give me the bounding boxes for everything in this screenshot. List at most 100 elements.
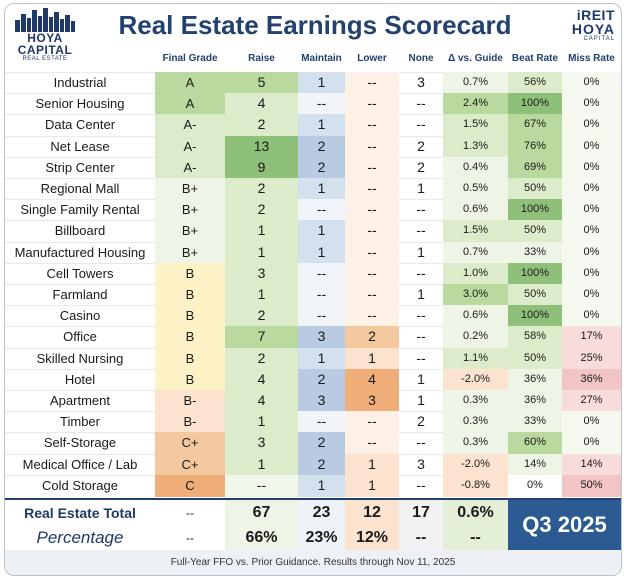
table-cell-miss: 0% xyxy=(562,263,621,285)
table-cell-lower: -- xyxy=(345,263,399,285)
table-cell-raise: 2 xyxy=(225,178,298,200)
totals-row-raise: 67 xyxy=(225,500,298,526)
table-cell-grade: B+ xyxy=(155,242,225,264)
table-cell-delta: -2.0% xyxy=(443,369,508,391)
table-cell-delta: 1.0% xyxy=(443,263,508,285)
table-cell-none: 1 xyxy=(417,244,425,260)
table-cell-beat: 56% xyxy=(508,72,562,94)
percentage-row-delta: -- xyxy=(443,525,508,551)
table-cell-raise: 1 xyxy=(225,284,298,306)
totals-row-maintain: 23 xyxy=(298,500,345,526)
sector-name: Self-Storage xyxy=(43,435,117,450)
table-cell-lower: 3 xyxy=(345,390,399,412)
table-cell-raise: 2 xyxy=(225,305,298,327)
sector-name: Timber xyxy=(60,414,100,429)
table-cell-grade: B- xyxy=(155,390,225,412)
table-cell-maintain: 1 xyxy=(298,348,345,370)
table-cell-miss: 27% xyxy=(562,390,621,412)
table-cell-grade: A- xyxy=(155,157,225,179)
table-cell-delta: 3.0% xyxy=(443,284,508,306)
sector-name: Farmland xyxy=(52,287,108,302)
logo-right-line2: HOYA xyxy=(571,21,615,37)
table-cell-lower: -- xyxy=(345,242,399,264)
table-cell-grade: B+ xyxy=(155,220,225,242)
sector-name: Data Center xyxy=(44,117,116,132)
totals-row-grade: -- xyxy=(186,506,194,520)
table-cell-grade: A- xyxy=(155,136,225,158)
table-cell-delta: 0.7% xyxy=(443,72,508,94)
table-cell-lower: 2 xyxy=(345,326,399,348)
table-cell-lower: -- xyxy=(345,93,399,115)
table-cell-delta: 0.2% xyxy=(443,326,508,348)
table-cell-raise: 4 xyxy=(225,369,298,391)
table-cell-grade: B xyxy=(155,305,225,327)
percentage-row-label: Percentage xyxy=(36,528,124,547)
table-cell-beat: 36% xyxy=(508,390,562,412)
table-cell-maintain: 2 xyxy=(298,454,345,476)
table-cell-maintain: -- xyxy=(298,411,345,433)
table-cell-miss: 36% xyxy=(562,369,621,391)
table-cell-lower: -- xyxy=(345,305,399,327)
table-cell-maintain: 1 xyxy=(298,475,345,497)
table-cell-grade: B xyxy=(155,326,225,348)
percentage-row-maintain: 23% xyxy=(298,525,345,551)
table-cell-beat: 50% xyxy=(508,348,562,370)
table-cell-grade: B+ xyxy=(155,178,225,200)
table-cell-miss: 0% xyxy=(562,114,621,136)
table-cell-grade: B xyxy=(155,348,225,370)
table-cell-lower: -- xyxy=(345,157,399,179)
column-header: Final Grade xyxy=(162,53,218,64)
table-cell-none: -- xyxy=(416,201,426,217)
table-cell-miss: 0% xyxy=(562,199,621,221)
table-cell-lower: 1 xyxy=(345,454,399,476)
column-header: None xyxy=(408,53,434,64)
table-cell-miss: 0% xyxy=(562,93,621,115)
hoya-capital-logo: HOYA CAPITAL REAL ESTATE xyxy=(11,8,79,62)
table-cell-none: -- xyxy=(416,477,426,493)
sector-name: Regional Mall xyxy=(40,181,120,196)
table-cell-delta: 0.3% xyxy=(443,411,508,433)
sector-name: Manufactured Housing xyxy=(14,245,146,260)
sector-name: Office xyxy=(63,329,97,344)
sector-name: Single Family Rental xyxy=(20,202,140,217)
table-cell-lower: -- xyxy=(345,411,399,433)
sector-name: Billboard xyxy=(54,223,106,238)
table-cell-maintain: -- xyxy=(298,263,345,285)
sector-name: Net Lease xyxy=(50,139,110,154)
table-cell-delta: -0.8% xyxy=(443,475,508,497)
table-cell-beat: 33% xyxy=(508,411,562,433)
percentage-row-lower: 12% xyxy=(345,525,399,551)
table-cell-none: 2 xyxy=(417,138,425,154)
table-cell-maintain: -- xyxy=(298,284,345,306)
sector-name: Senior Housing xyxy=(35,96,125,111)
sector-name: Cold Storage xyxy=(42,478,118,493)
table-cell-miss: 0% xyxy=(562,136,621,158)
table-cell-delta: 0.6% xyxy=(443,305,508,327)
table-cell-beat: 58% xyxy=(508,326,562,348)
table-cell-miss: 0% xyxy=(562,411,621,433)
table-cell-beat: 50% xyxy=(508,178,562,200)
table-cell-miss: 0% xyxy=(562,284,621,306)
table-cell-lower: 4 xyxy=(345,369,399,391)
table-cell-none: -- xyxy=(416,328,426,344)
table-cell-maintain: 2 xyxy=(298,157,345,179)
table-cell-grade: A xyxy=(155,72,225,94)
table-cell-none: 1 xyxy=(417,371,425,387)
table-cell-raise: 1 xyxy=(225,220,298,242)
table-cell-grade: C+ xyxy=(155,432,225,454)
table-cell-delta: 0.3% xyxy=(443,390,508,412)
logo-right-line1: iREIT xyxy=(576,7,615,23)
table-cell-none: -- xyxy=(416,434,426,450)
table-cell-maintain: 2 xyxy=(298,136,345,158)
percentage-row-none: -- xyxy=(399,525,443,551)
table-cell-none: -- xyxy=(416,95,426,111)
table-cell-beat: 69% xyxy=(508,157,562,179)
table-cell-raise: 2 xyxy=(225,114,298,136)
sector-name: Hotel xyxy=(64,372,96,387)
table-cell-maintain: 2 xyxy=(298,432,345,454)
column-header: Miss Rate xyxy=(568,53,615,64)
table-cell-lower: -- xyxy=(345,284,399,306)
table-cell-maintain: -- xyxy=(298,199,345,221)
table-cell-raise: 9 xyxy=(225,157,298,179)
footnote: Full-Year FFO vs. Prior Guidance. Result… xyxy=(5,550,621,575)
